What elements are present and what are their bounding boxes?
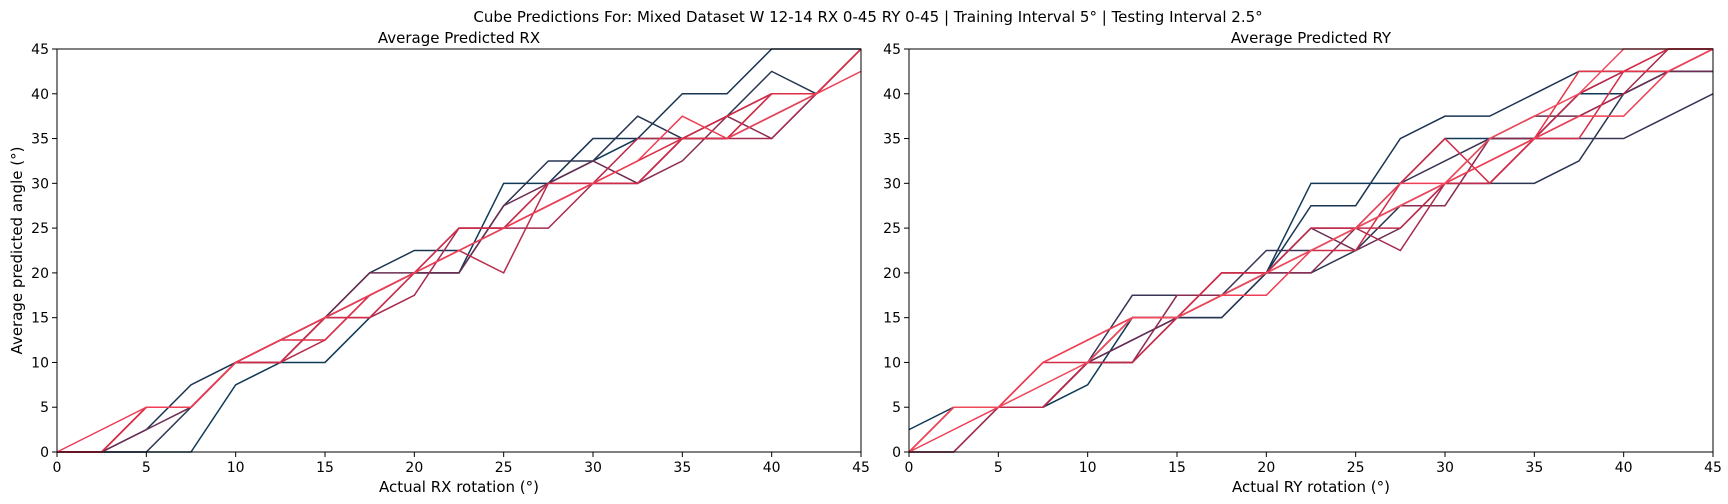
figure-suptitle: Cube Predictions For: Mixed Dataset W 12… [473,8,1262,26]
x-tick-label: 25 [495,460,513,476]
x-tick-label: 10 [1079,460,1097,476]
x-tick-label: 25 [1347,460,1365,476]
y-tick-label: 35 [883,132,901,148]
axes-title: Average Predicted RX [378,29,540,47]
series-line-9 [56,70,862,453]
y-tick-label: 0 [40,445,49,461]
y-tick-label: 15 [31,311,49,327]
y-tick-label: 30 [31,176,49,192]
series-line-1 [908,70,1713,453]
y-tick-label: 10 [883,355,901,371]
y-tick-label: 0 [892,445,901,461]
x-tick-label: 30 [1436,460,1454,476]
y-tick-label: 35 [31,132,49,148]
x-axis-label: Actual RY rotation (°) [1232,478,1390,496]
x-tick-label: 0 [905,460,914,476]
panel-ry: 0 5 10 15 20 25 30 35 40 45 0 5 10 15 20 25 30 35 40 45 Aver… [883,29,1722,496]
y-tick-label: 25 [883,221,901,237]
y-tick-label: 40 [31,87,49,103]
panel-rx: 0 5 10 15 20 25 30 35 40 45 0 5 10 15 20 25 30 35 40 45 Aver… [8,29,870,496]
x-tick-label: 35 [1525,460,1543,476]
x-tick-label: 35 [673,460,691,476]
x-tick-label: 20 [1257,460,1275,476]
series-line-0 [908,48,1714,431]
x-tick-label: 20 [405,460,423,476]
y-tick-label: 45 [31,42,49,58]
x-tick-label: 30 [584,460,602,476]
x-tick-label: 15 [1168,460,1186,476]
axes-frame [56,48,862,453]
series-line-11 [908,48,1713,453]
x-tick-label: 5 [994,460,1003,476]
axes-title: Average Predicted RY [1231,29,1392,47]
y-tick-label: 5 [40,400,49,416]
axes-frame [908,48,1714,453]
y-tick-label: 25 [31,221,49,237]
x-tick-label: 40 [1615,460,1633,476]
y-tick-label: 20 [883,266,901,282]
y-tick-label: 15 [883,311,901,327]
x-tick-label: 10 [227,460,245,476]
series-line-2 [909,70,1713,453]
x-tick-label: 40 [763,460,781,476]
y-tick-label: 10 [31,355,49,371]
y-tick-label: 20 [31,266,49,282]
x-axis-label: Actual RX rotation (°) [379,478,539,496]
y-axis-label: Average predicted angle (°) [8,147,26,355]
x-tick-label: 5 [142,460,151,476]
x-tick-label: 15 [316,460,334,476]
y-tick-label: 30 [883,176,901,192]
y-tick-label: 40 [883,87,901,103]
series-line-4 [908,70,1713,453]
x-tick-label: 45 [1704,460,1722,476]
y-tick-label: 45 [883,42,901,58]
y-tick-label: 5 [892,400,901,416]
x-tick-label: 45 [852,460,870,476]
x-tick-label: 0 [53,460,62,476]
